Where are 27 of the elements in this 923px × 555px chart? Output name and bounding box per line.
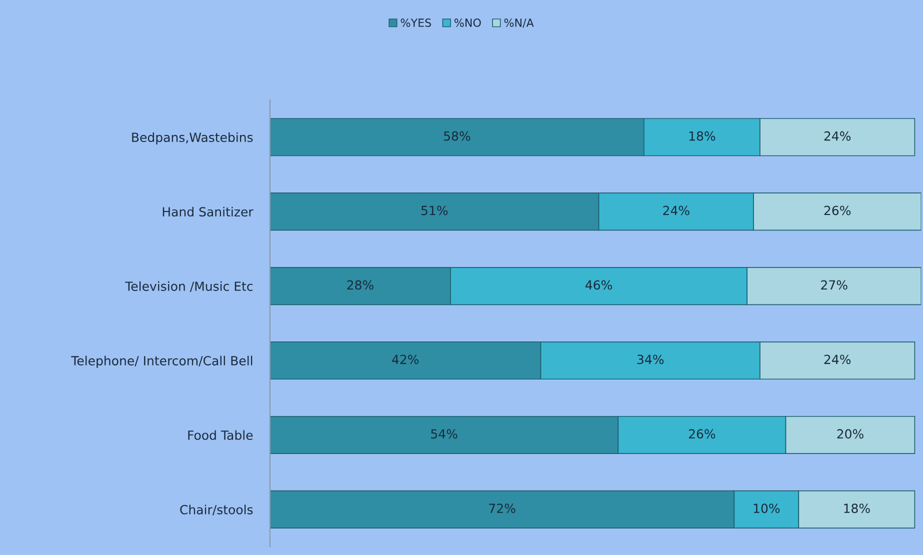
- y-tick-label: Food Table: [188, 430, 253, 440]
- y-tick-label: Telephone/ Intercom/Call Bell: [71, 356, 252, 368]
- y-tick-label: Television /Music Etc: [125, 281, 253, 292]
- y-tick-label: Hand Sanitizer: [162, 206, 254, 217]
- legend-label: %N/A: [504, 18, 534, 28]
- data-label: 54%: [431, 429, 458, 439]
- data-label: 24%: [824, 131, 851, 141]
- legend-label: %YES: [400, 18, 432, 27]
- data-label: 46%: [586, 280, 612, 290]
- data-label: 28%: [347, 280, 374, 290]
- data-label: 51%: [421, 206, 448, 216]
- data-label: 42%: [392, 354, 419, 364]
- data-label: 24%: [663, 206, 690, 216]
- data-label: 26%: [824, 206, 851, 216]
- data-label: 18%: [844, 504, 870, 514]
- y-tick-label: Chair/stools: [180, 504, 253, 516]
- data-label: 27%: [821, 280, 848, 290]
- legend-label: %NO: [454, 18, 481, 27]
- data-label: 24%: [824, 354, 851, 364]
- data-label: 72%: [489, 504, 516, 514]
- y-tick-label: Bedpans,Wastebins: [132, 132, 253, 144]
- data-label: 26%: [688, 429, 716, 439]
- data-label: 20%: [837, 429, 864, 439]
- data-label: 10%: [754, 504, 780, 514]
- data-label: 58%: [444, 131, 470, 141]
- data-label: 34%: [637, 354, 664, 364]
- data-label: 18%: [689, 131, 716, 141]
